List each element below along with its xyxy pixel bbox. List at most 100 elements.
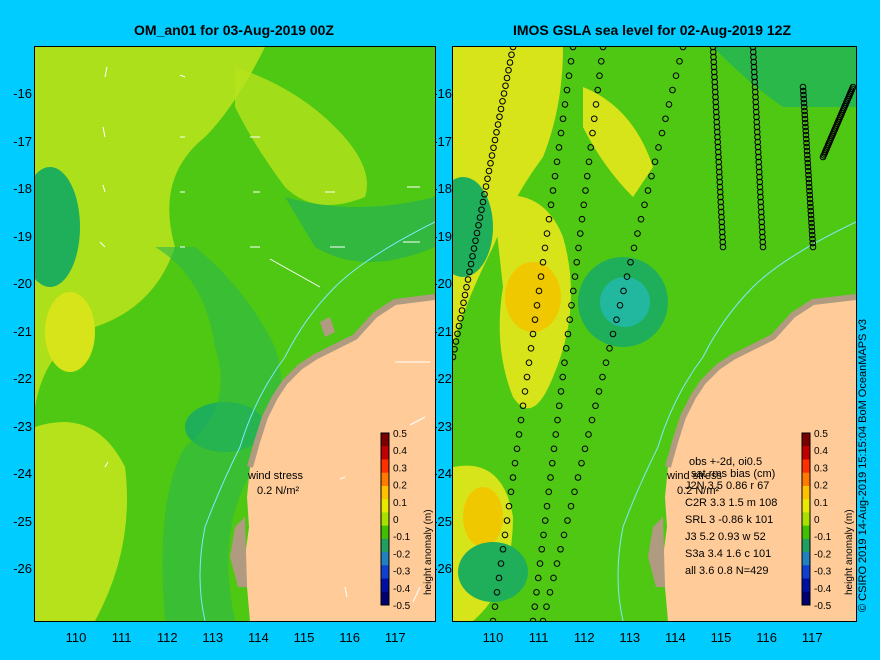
track-observation xyxy=(557,388,565,395)
track-observation xyxy=(759,238,767,246)
track-observation xyxy=(578,459,585,467)
track-observation xyxy=(454,330,461,338)
track-observation xyxy=(750,58,758,66)
track-observation xyxy=(752,108,760,116)
track-observation xyxy=(496,113,503,121)
track-observation xyxy=(801,111,809,119)
track-observation xyxy=(754,148,762,156)
track-observation xyxy=(634,230,641,237)
track-observation xyxy=(517,416,525,424)
track-observation xyxy=(557,129,565,137)
track-observation xyxy=(543,502,551,510)
track-observation xyxy=(756,178,764,186)
track-observation xyxy=(547,201,555,209)
track-observation xyxy=(555,144,563,151)
track-observation xyxy=(569,287,577,295)
track-observation xyxy=(712,108,720,116)
track-observation xyxy=(460,299,467,307)
track-observation xyxy=(476,214,484,221)
right-lat-tick-label: -25 xyxy=(433,513,452,529)
colorbar-segment xyxy=(802,565,810,580)
right-lon-tick-label: 115 xyxy=(710,630,732,645)
track-observation xyxy=(759,243,767,251)
track-observation xyxy=(800,99,808,107)
track-observation xyxy=(751,78,759,86)
track-observation xyxy=(807,207,815,215)
track-observation xyxy=(714,138,722,146)
colorbar-segment xyxy=(381,512,389,527)
track-observation xyxy=(800,91,807,99)
colorbar-segment xyxy=(381,578,389,593)
track-observation xyxy=(717,203,725,211)
track-observation xyxy=(717,208,725,216)
track-observation xyxy=(543,603,550,610)
stats-row: C2R 3.3 1.5 m 108 xyxy=(685,497,777,509)
track-observation xyxy=(711,83,719,91)
track-observation xyxy=(490,144,497,152)
track-observation xyxy=(559,373,567,381)
track-observation xyxy=(805,171,812,179)
track-observation xyxy=(534,574,542,582)
track-observation xyxy=(511,459,519,467)
track-observation xyxy=(565,72,573,80)
track-observation xyxy=(568,301,575,309)
track-observation xyxy=(809,235,816,243)
track-observation xyxy=(529,330,537,338)
track-observation xyxy=(497,560,505,567)
track-observation xyxy=(491,603,499,610)
colorbar-tick-label: -0.4 xyxy=(393,584,411,595)
colorbar-segment xyxy=(802,552,810,566)
track-observation xyxy=(807,215,815,223)
right-lat-tick-label: -16 xyxy=(433,86,452,101)
colorbar-label: height anomaly (m) xyxy=(423,509,434,595)
left-lon-tick-label: 110 xyxy=(65,630,87,645)
track-observation xyxy=(714,148,722,156)
track-observation xyxy=(620,287,627,295)
track-observation xyxy=(533,301,541,309)
track-observation xyxy=(469,252,476,260)
track-observation xyxy=(557,545,564,553)
track-observation xyxy=(799,83,807,91)
track-observation xyxy=(718,213,725,221)
track-observation xyxy=(757,198,765,206)
track-observation xyxy=(804,163,812,171)
right-lon-tick-label: 113 xyxy=(619,630,641,645)
colorbar-tick-label: 0.4 xyxy=(814,446,828,457)
track-observation xyxy=(539,258,547,266)
track-observation xyxy=(749,48,757,56)
right-colorbar: 0.5 0.4 0.3 0.2 0.1 0 -0.1 -0.2 -0.3 -0.4 -0.5 heig… xyxy=(801,429,855,612)
right-lat-tick-label: -20 xyxy=(433,276,452,291)
colorbar-tick-label: -0.2 xyxy=(393,549,411,560)
left-lon-tick-label: 117 xyxy=(384,630,406,645)
track-observation xyxy=(803,143,811,151)
track-observation xyxy=(576,230,584,237)
track-observation xyxy=(712,98,720,106)
track-observation xyxy=(805,175,813,183)
left-colorbar: 0.5 0.4 0.3 0.2 0.1 0 -0.1 -0.2 -0.3 -0.4 -0.5 heig… xyxy=(380,429,434,612)
track-observation xyxy=(712,93,719,101)
track-observation xyxy=(806,187,813,195)
track-observation xyxy=(750,53,757,61)
track-observation xyxy=(567,58,575,65)
track-observation xyxy=(571,488,578,496)
track-observation xyxy=(651,158,659,166)
left-map-panel: wind stress 0.2 N/m² 0.5 0.4 0.3 0.2 0.1 0 -0.… xyxy=(34,46,436,622)
colorbar-tick-label: -0.4 xyxy=(814,584,832,595)
colorbar-tick-label: 0.3 xyxy=(393,463,407,474)
track-observation xyxy=(597,58,605,65)
stats-row: J2N 3.5 0.86 r 67 xyxy=(685,480,769,492)
track-observation xyxy=(753,128,761,136)
track-observation xyxy=(754,133,761,141)
track-observation xyxy=(808,223,816,231)
track-observation xyxy=(806,191,814,199)
right-lat-tick-label: -22 xyxy=(433,371,452,386)
track-observation xyxy=(507,488,515,496)
track-observation xyxy=(533,589,540,596)
colorbar-tick-label: 0.2 xyxy=(814,481,828,492)
track-observation xyxy=(750,63,758,71)
stats-header-1: obs +-2d, oi0.5 xyxy=(689,456,762,468)
left-lat-tick-label: -16 xyxy=(13,86,32,101)
left-lon-tick-label: 113 xyxy=(202,630,224,645)
colorbar-segment xyxy=(802,538,810,553)
track-observation xyxy=(719,243,727,251)
